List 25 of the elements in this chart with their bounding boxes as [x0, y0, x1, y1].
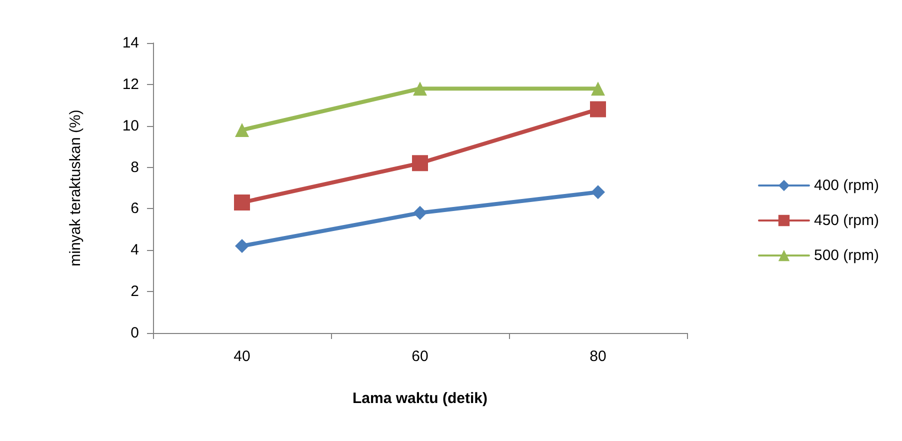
y-axis-title: minyak teraktuskan (%)	[67, 110, 84, 266]
y-tick-label: 2	[130, 283, 139, 300]
point	[591, 82, 605, 96]
point	[234, 194, 250, 210]
x-tick-label: 60	[412, 348, 428, 365]
legend-label: 400 (rpm)	[814, 177, 880, 194]
y-tick-label: 10	[122, 117, 139, 134]
x-tick-label: 40	[234, 348, 250, 365]
x-axis-title: Lama waktu (detik)	[352, 390, 488, 407]
point	[412, 155, 428, 172]
y-tick-label: 8	[130, 158, 139, 176]
point	[235, 239, 249, 253]
point	[413, 206, 427, 220]
x-tick-label: 80	[590, 348, 606, 365]
point	[591, 185, 605, 200]
point	[413, 82, 427, 96]
legend-label: 500 (rpm)	[814, 247, 880, 264]
legend-label: 450 (rpm)	[814, 212, 880, 229]
point	[590, 101, 606, 118]
y-tick-label: 12	[122, 76, 139, 93]
y-tick-label: 14	[122, 34, 139, 52]
y-tick-label: 6	[130, 200, 139, 218]
point	[235, 123, 249, 137]
y-tick-label: 0	[130, 324, 139, 342]
y-tick-label: 4	[130, 242, 139, 259]
